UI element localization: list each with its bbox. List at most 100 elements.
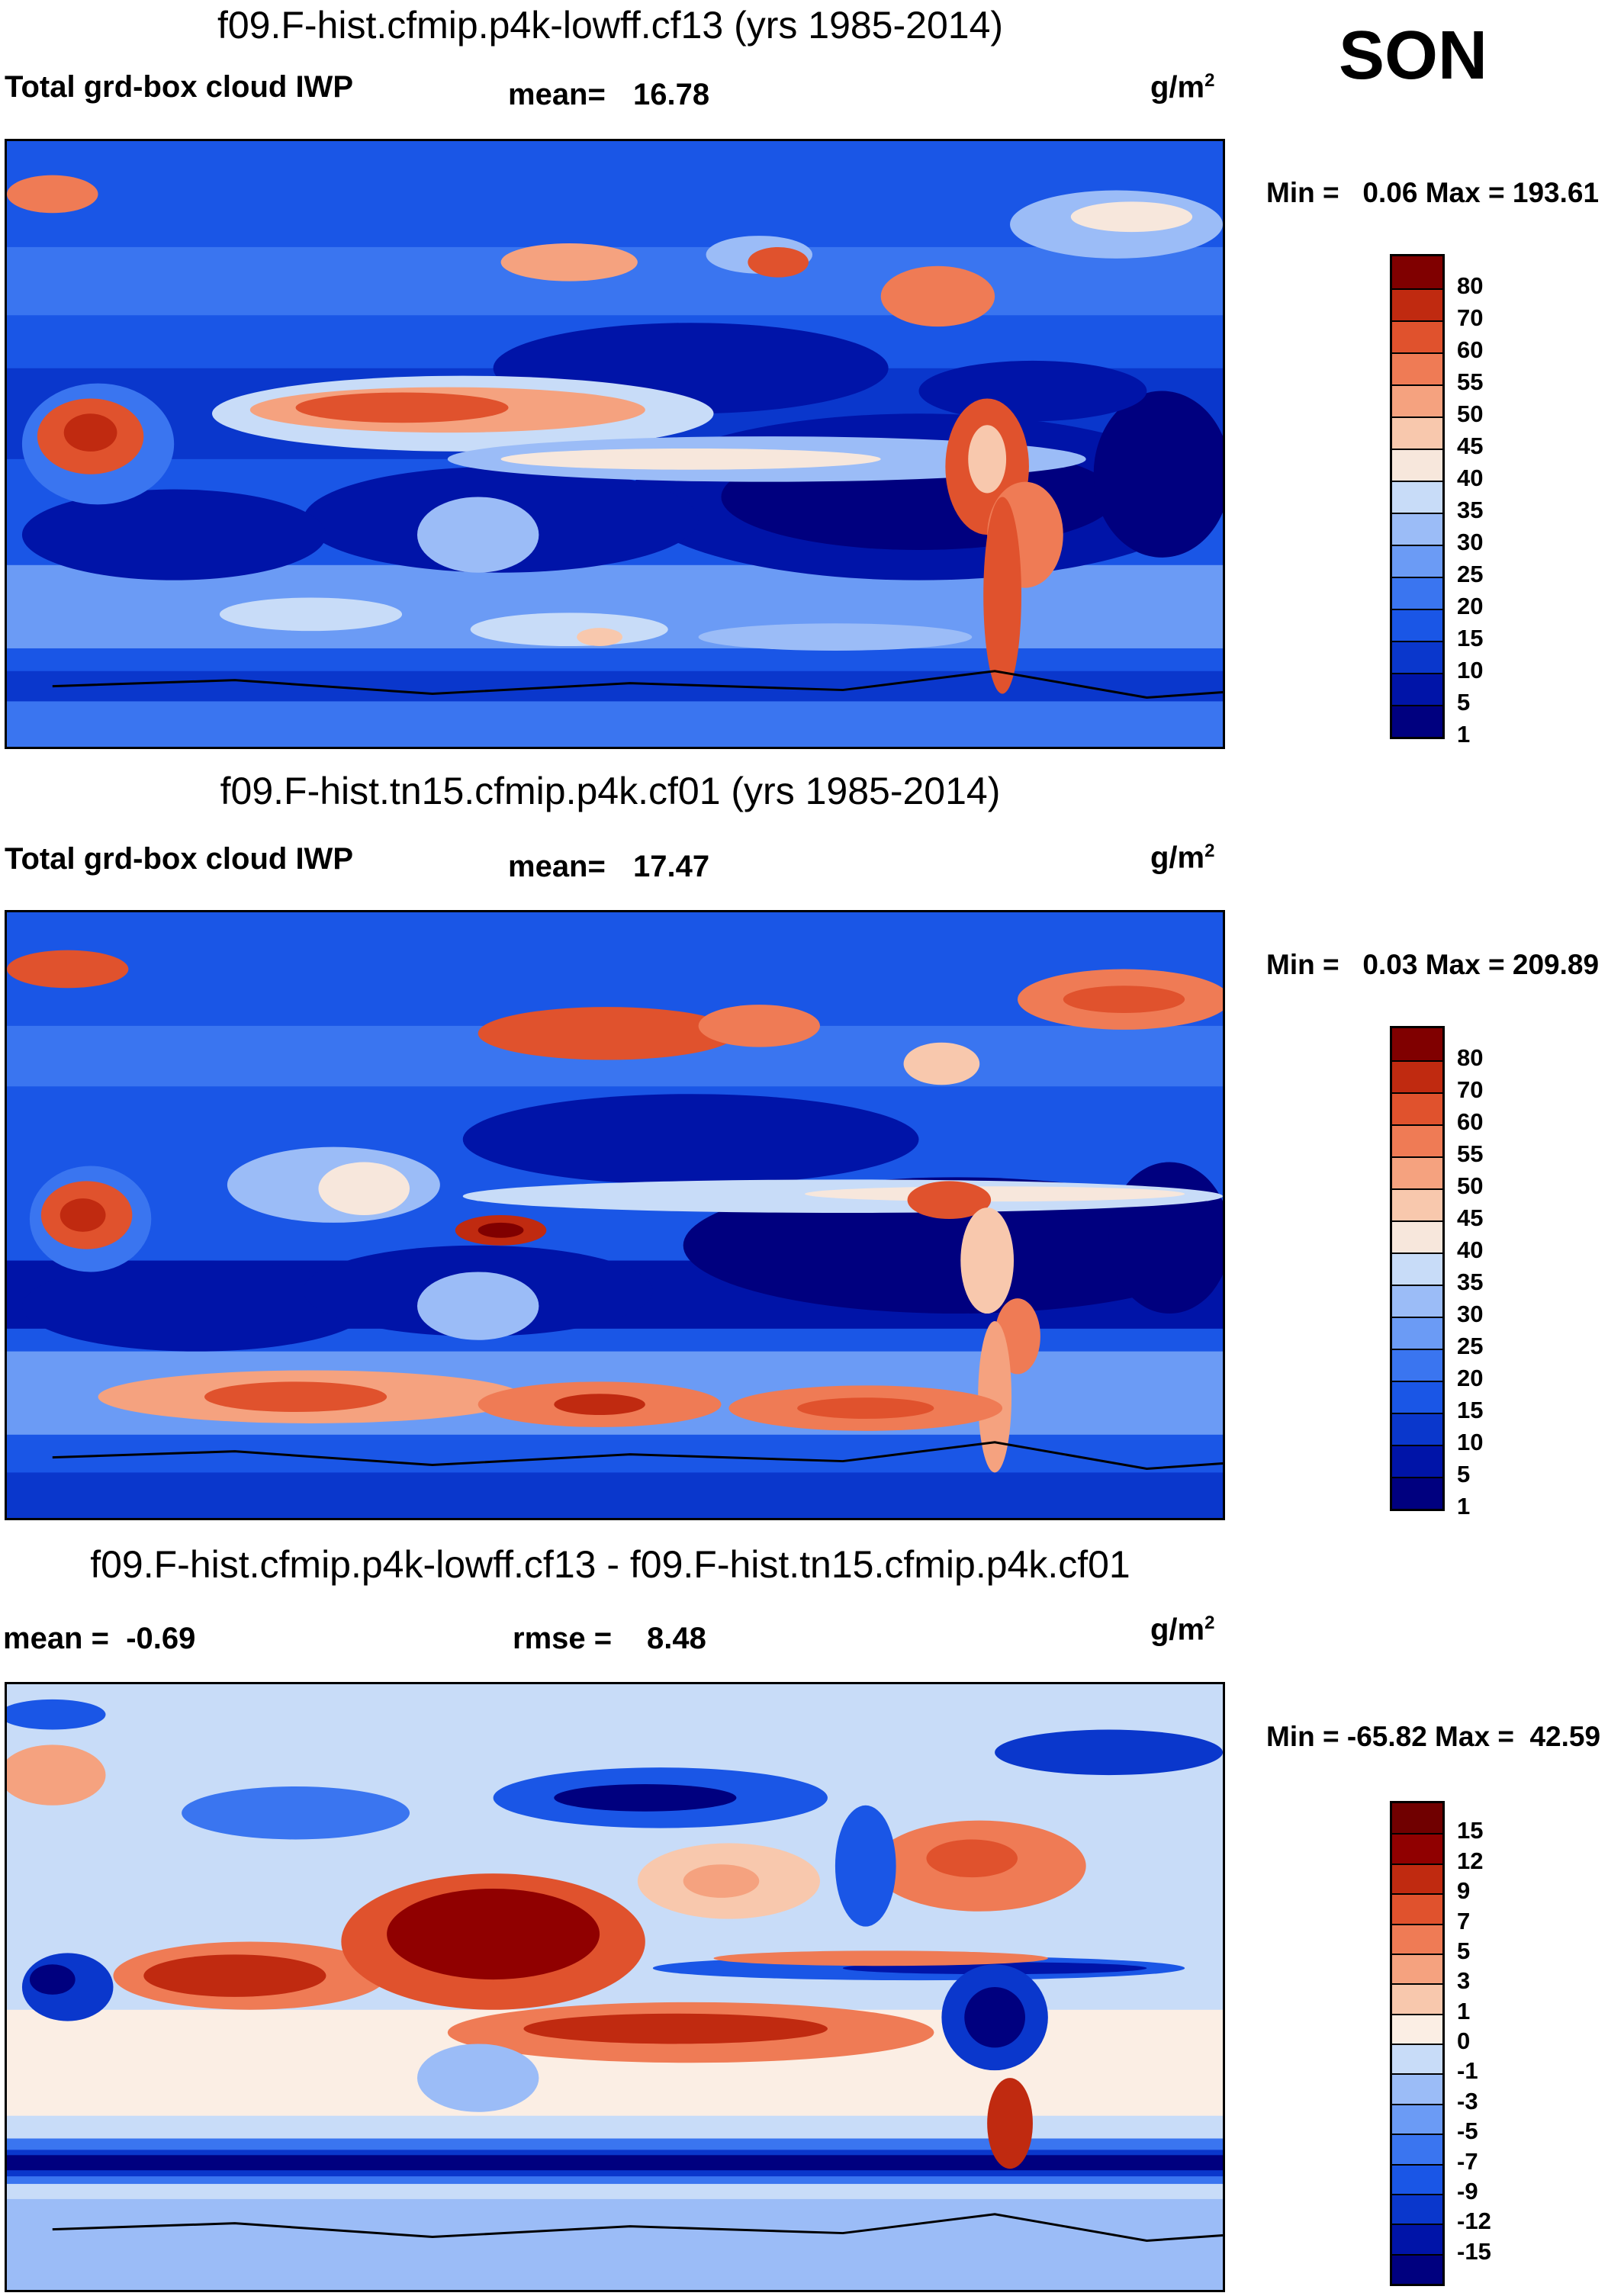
colorbar-segment — [1392, 1445, 1442, 1477]
colorbar-segment — [1392, 513, 1442, 545]
panel-3-title: f09.F-hist.cfmip.p4k-lowff.cf13 - f09.F-… — [90, 1543, 1130, 1586]
colorbar-level-label: 25 — [1457, 561, 1484, 587]
colorbar-segment — [1392, 1092, 1442, 1124]
colorbar-segment — [1392, 2193, 1442, 2224]
colorbar-level-label: -7 — [1457, 2147, 1478, 2175]
panel-3-rmse-label: rmse = — [513, 1622, 613, 1655]
colorbar-level-label: 40 — [1457, 465, 1484, 491]
colorbar-level-label: 5 — [1457, 689, 1471, 715]
colorbar-level-label: 40 — [1457, 1236, 1484, 1263]
colorbar-level-label: 25 — [1457, 1333, 1484, 1359]
colorbar-level-label: -15 — [1457, 2237, 1491, 2265]
colorbar-level-label: 30 — [1457, 1301, 1484, 1327]
colorbar-segment — [1392, 1124, 1442, 1156]
colorbar-level-label: 1 — [1457, 1997, 1471, 2024]
panel-1-title: f09.F-hist.cfmip.p4k-lowff.cf13 (yrs 198… — [217, 4, 1004, 47]
colorbar-segment — [1392, 641, 1442, 673]
panel-1-colorbar — [1390, 254, 1445, 739]
colorbar-segment — [1392, 2253, 1442, 2284]
colorbar-level-label: 50 — [1457, 400, 1484, 427]
colorbar-segment — [1392, 1477, 1442, 1509]
colorbar-segment — [1392, 2134, 1442, 2164]
colorbar-level-label: 60 — [1457, 336, 1484, 363]
colorbar-segment — [1392, 1413, 1442, 1445]
colorbar-segment — [1392, 673, 1442, 705]
colorbar-segment — [1392, 256, 1442, 288]
colorbar-segment — [1392, 1983, 1442, 2014]
colorbar-level-label: 3 — [1457, 1967, 1471, 1995]
colorbar-level-label: 80 — [1457, 1044, 1484, 1071]
colorbar-segment — [1392, 1953, 1442, 1984]
panel-1-minmax: Min = 0.06 Max = 193.61 — [1266, 177, 1600, 208]
panel-3-minmax: Min = -65.82 Max = 42.59 — [1266, 1721, 1601, 1752]
colorbar-level-label: 10 — [1457, 657, 1484, 683]
colorbar-level-label: -1 — [1457, 2057, 1478, 2085]
colorbar-level-label: 60 — [1457, 1108, 1484, 1135]
colorbar-level-label: 55 — [1457, 368, 1484, 395]
colorbar-level-label: 5 — [1457, 1461, 1471, 1487]
colorbar-segment — [1392, 1893, 1442, 1924]
colorbar-segment — [1392, 705, 1442, 737]
colorbar-segment — [1392, 384, 1442, 416]
colorbar-segment — [1392, 1220, 1442, 1253]
colorbar-level-label: 55 — [1457, 1140, 1484, 1167]
panel-3-mean: mean = -0.69 — [3, 1622, 196, 1655]
colorbar-segment — [1392, 320, 1442, 352]
panel-3-units: g/m2 — [1150, 1613, 1215, 1647]
colorbar-level-label: 30 — [1457, 529, 1484, 555]
colorbar-segment — [1392, 1060, 1442, 1092]
colorbar-segment — [1392, 577, 1442, 609]
panel-3-rmse-value: 8.48 — [647, 1622, 706, 1655]
colorbar-segment — [1392, 1863, 1442, 1894]
colorbar-level-label: -5 — [1457, 2118, 1478, 2145]
panel-3-map — [5, 1682, 1225, 2292]
colorbar-level-label: 9 — [1457, 1877, 1471, 1905]
colorbar-segment — [1392, 1833, 1442, 1863]
colorbar-level-label: 20 — [1457, 593, 1484, 619]
colorbar-segment — [1392, 2224, 1442, 2254]
colorbar-segment — [1392, 352, 1442, 384]
colorbar-segment — [1392, 416, 1442, 449]
colorbar-segment — [1392, 1349, 1442, 1381]
colorbar-segment — [1392, 2044, 1442, 2074]
colorbar-level-label: 1 — [1457, 1493, 1471, 1519]
panel-2-mean-value: 17.47 — [633, 850, 710, 883]
panel-2-title: f09.F-hist.tn15.cfmip.p4k.cf01 (yrs 1985… — [220, 770, 1001, 812]
colorbar-segment — [1392, 1156, 1442, 1188]
colorbar-level-label: 12 — [1457, 1847, 1484, 1874]
panel-2-minmax: Min = 0.03 Max = 209.89 — [1266, 949, 1600, 980]
colorbar-segment — [1392, 288, 1442, 320]
colorbar-level-label: 35 — [1457, 1269, 1484, 1295]
colorbar-level-label: 15 — [1457, 1397, 1484, 1423]
panel-2-mean-label: mean= — [508, 850, 606, 883]
panel-1-variable: Total grd-box cloud IWP — [5, 70, 353, 104]
colorbar-level-label: 5 — [1457, 1937, 1471, 1964]
colorbar-level-label: 15 — [1457, 1817, 1484, 1844]
season-label: SON — [1339, 18, 1488, 94]
panel-1-units: g/m2 — [1150, 70, 1215, 105]
colorbar-segment — [1392, 2163, 1442, 2194]
panel-1-mean-label: mean= — [508, 78, 606, 111]
colorbar-segment — [1392, 449, 1442, 481]
colorbar-segment — [1392, 1285, 1442, 1317]
colorbar-level-label: -9 — [1457, 2177, 1478, 2204]
colorbar-level-label: 80 — [1457, 272, 1484, 299]
colorbar-segment — [1392, 2013, 1442, 2044]
panel-2-units: g/m2 — [1150, 841, 1215, 875]
colorbar-segment — [1392, 1188, 1442, 1220]
colorbar-level-label: 7 — [1457, 1907, 1471, 1934]
panel-2-map — [5, 910, 1225, 1520]
colorbar-segment — [1392, 1381, 1442, 1413]
colorbar-segment — [1392, 609, 1442, 641]
colorbar-segment — [1392, 2073, 1442, 2104]
colorbar-level-label: 50 — [1457, 1172, 1484, 1199]
panel-1-mean-value: 16.78 — [633, 78, 710, 111]
panel-3-colorbar — [1390, 1801, 1445, 2286]
colorbar-level-label: 45 — [1457, 1204, 1484, 1231]
colorbar-level-label: 70 — [1457, 1076, 1484, 1103]
colorbar-level-label: 20 — [1457, 1365, 1484, 1391]
colorbar-segment — [1392, 1317, 1442, 1349]
colorbar-level-label: 10 — [1457, 1429, 1484, 1455]
colorbar-segment — [1392, 1253, 1442, 1285]
panel-3-field — [7, 1684, 1223, 2290]
